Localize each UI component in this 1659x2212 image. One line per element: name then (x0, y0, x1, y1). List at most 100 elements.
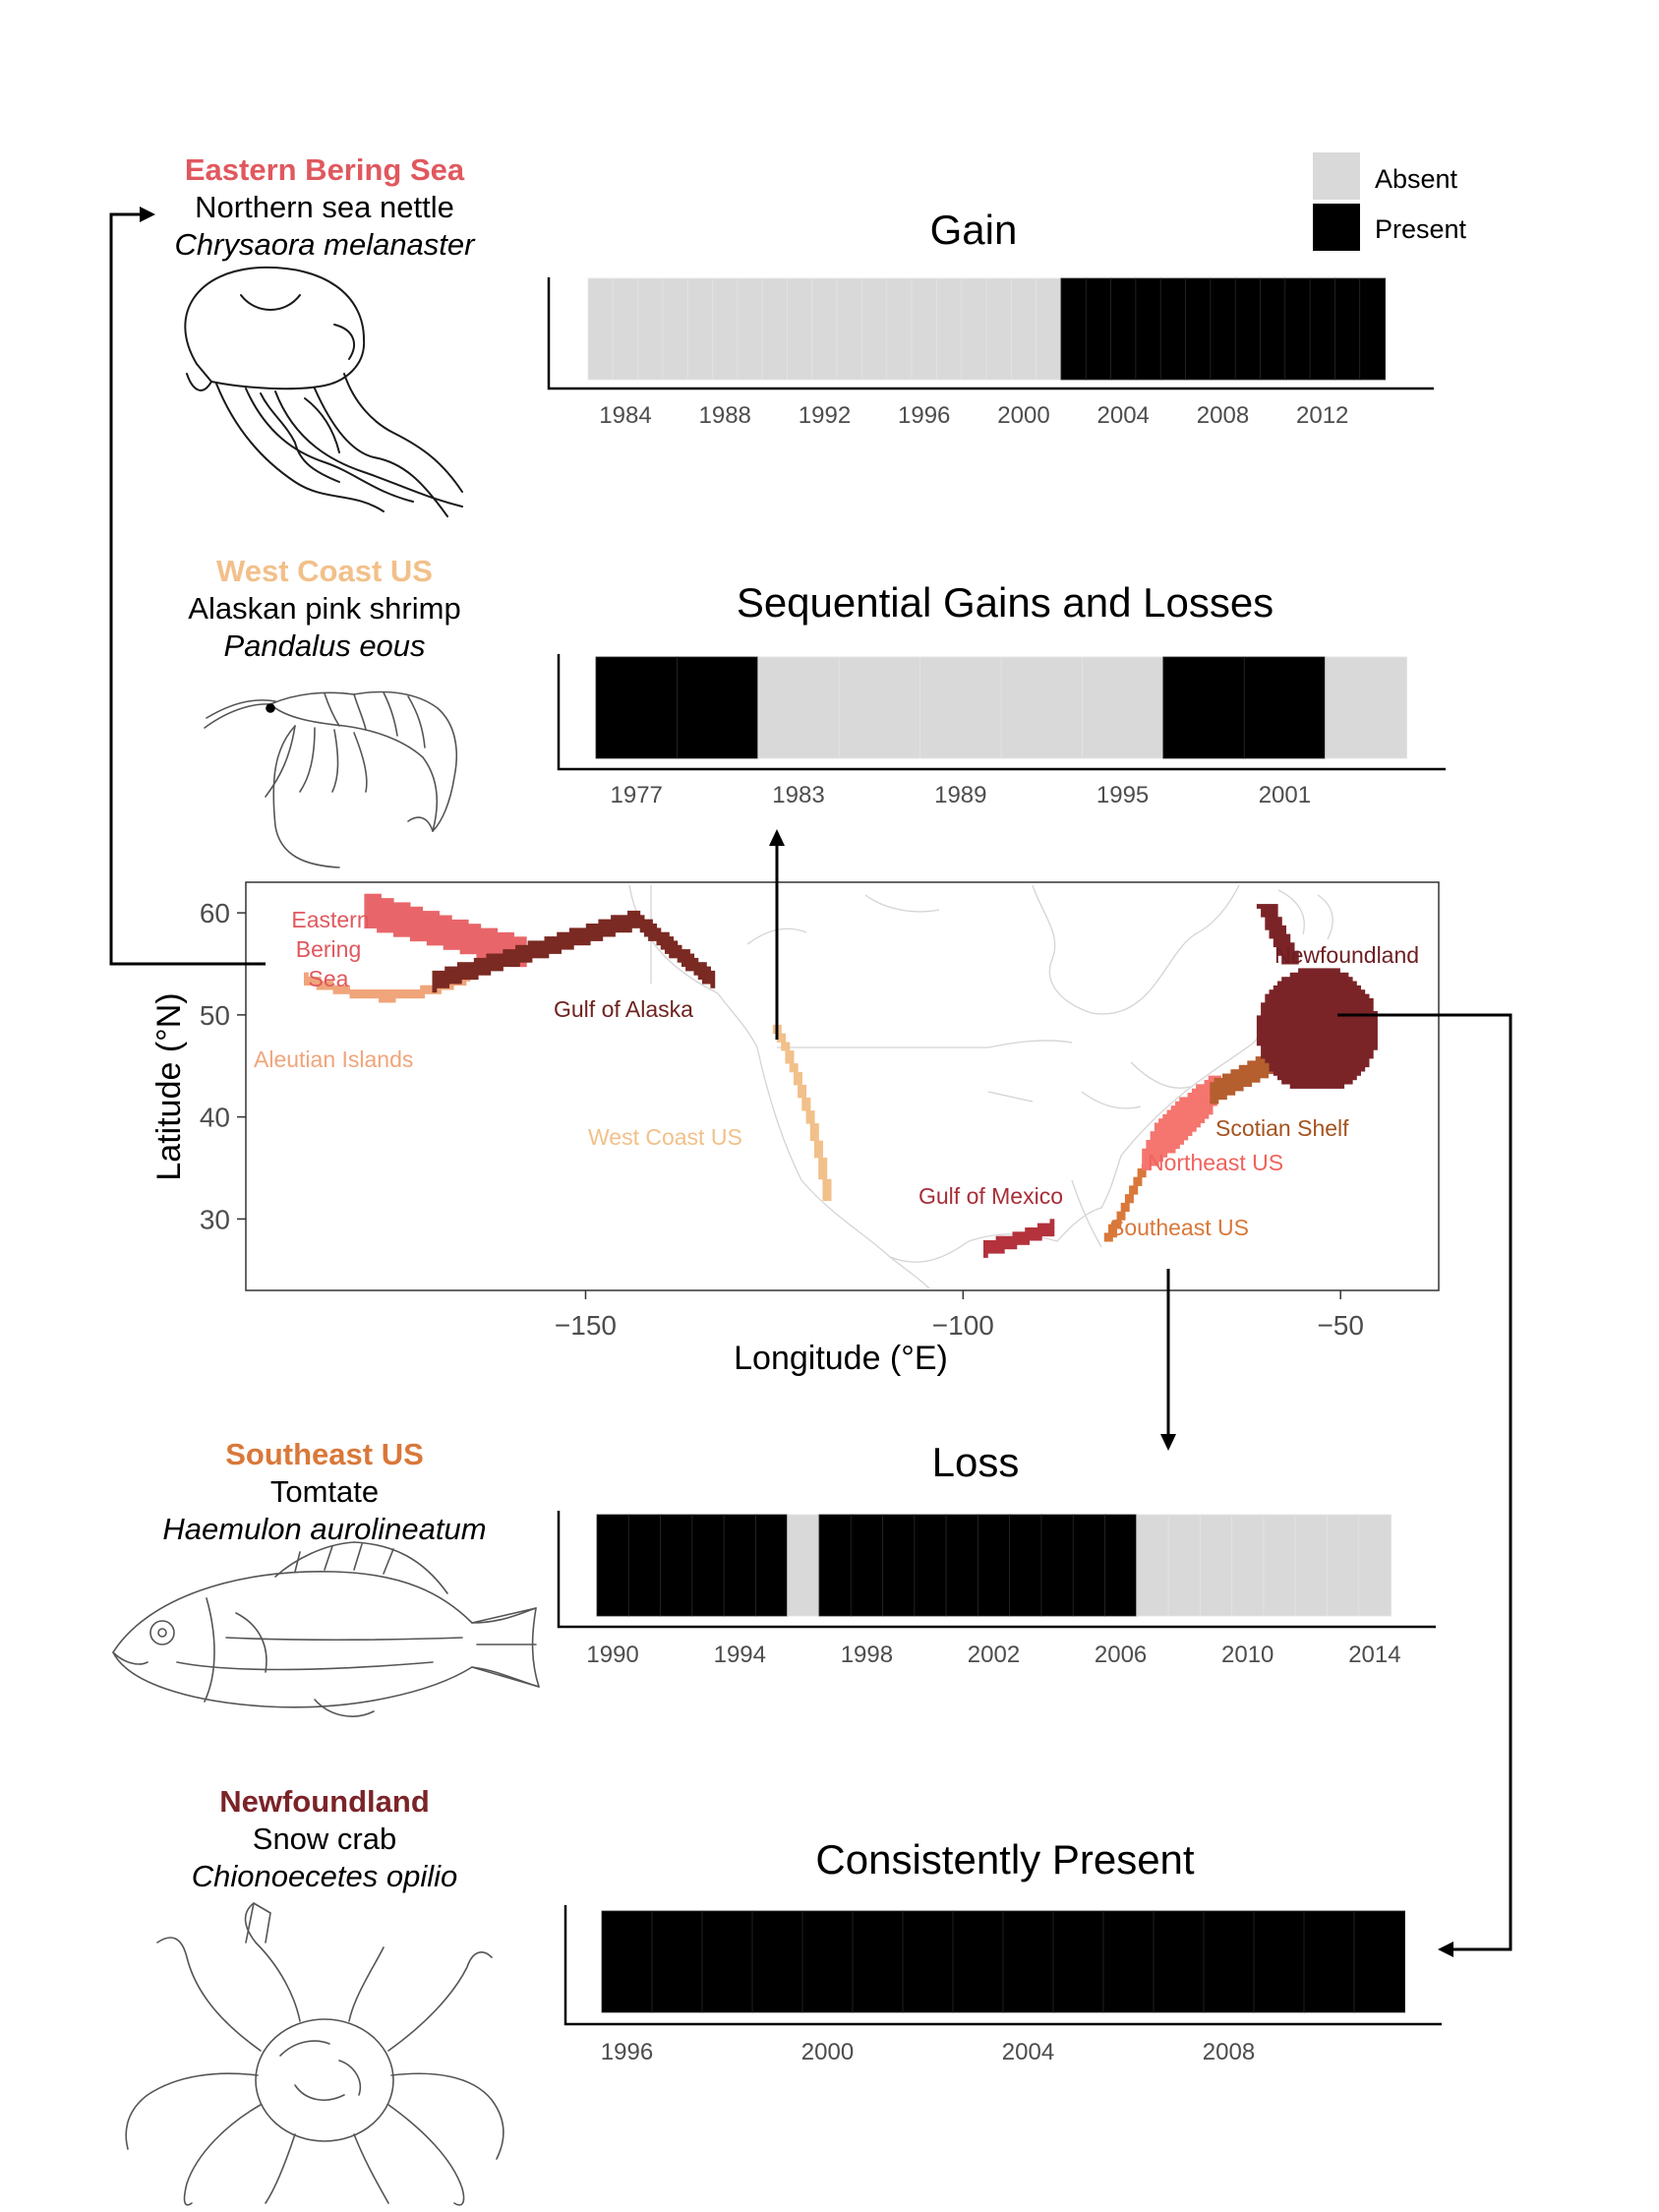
map-cell (1298, 1011, 1303, 1016)
map-cell (818, 1158, 823, 1163)
map-cell (1339, 1024, 1345, 1029)
map-cell (1347, 981, 1353, 986)
map-cell (473, 957, 479, 963)
map-cell (312, 977, 318, 982)
map-cell (431, 931, 436, 937)
map-cell (1319, 993, 1324, 999)
map-cell (388, 919, 394, 925)
map-cell (1319, 1006, 1324, 1012)
map-cell (1285, 1066, 1291, 1072)
map-cell (1230, 1073, 1236, 1079)
xtick-label-1996: 1996 (898, 402, 950, 429)
map-cell (1331, 1084, 1336, 1089)
map-cell (1183, 1135, 1189, 1141)
map-cell (1331, 997, 1336, 1003)
map-cell (1191, 1097, 1197, 1103)
map-cell (490, 966, 496, 972)
map-cell (1124, 1207, 1130, 1212)
map-cell (1289, 1028, 1295, 1034)
bar-year-2006 (1159, 277, 1187, 381)
map-cell (463, 931, 469, 937)
map-cell (1298, 1053, 1303, 1059)
map-cell (1285, 1045, 1291, 1050)
map-cell (1037, 1223, 1042, 1228)
map-cell (1141, 1168, 1147, 1173)
map-cell (1012, 1231, 1018, 1237)
map-cell (1277, 1045, 1282, 1050)
map-cell (1137, 1172, 1143, 1178)
map-cell (1315, 1032, 1320, 1038)
map-cell (987, 1240, 992, 1245)
map-cell (1256, 1041, 1262, 1046)
map-cell (1306, 1028, 1312, 1034)
map-cell (435, 940, 440, 946)
map-cell (697, 970, 703, 976)
map-cell (509, 931, 514, 937)
map-cell (435, 936, 440, 942)
map-cell (372, 902, 378, 908)
map-cell (1306, 1079, 1312, 1085)
map-cell (1281, 1028, 1286, 1034)
map-cell (459, 936, 465, 942)
map-cell (1183, 1118, 1189, 1123)
map-cell (1339, 1053, 1345, 1059)
panel-gain: Gain 1984 1988 1992 1996 2000 2004 2008 2012 (547, 207, 1434, 429)
map-cell (476, 927, 482, 933)
map-cell (461, 966, 466, 972)
map-cell (465, 975, 471, 981)
map-cell (1298, 993, 1303, 999)
map-cell (1319, 997, 1324, 1003)
map-cell (368, 915, 374, 921)
map-cell (1049, 1231, 1055, 1237)
map-cell (1306, 1053, 1312, 1059)
map-cell (826, 1196, 832, 1201)
map-cell (677, 957, 682, 963)
map-cell (1265, 993, 1271, 999)
map-cell (418, 906, 424, 912)
map-cell (388, 902, 394, 908)
map-cell (1285, 959, 1291, 965)
map-cell (1352, 989, 1357, 994)
map-cell (1269, 1049, 1274, 1054)
map-cell (1289, 1084, 1295, 1089)
map-cell (426, 915, 432, 921)
map-cell (1331, 1066, 1336, 1072)
map-cell (441, 970, 445, 976)
bar-year-1986 (662, 277, 689, 381)
map-cell (1277, 946, 1282, 952)
map-cell (611, 919, 616, 925)
map-cell (631, 919, 636, 925)
map-cell (443, 927, 448, 933)
map-cell (1285, 1015, 1291, 1021)
map-cell (1277, 1066, 1282, 1072)
map-cell (505, 945, 510, 950)
map-cell (1331, 1006, 1336, 1012)
map-cell (531, 953, 537, 959)
bar-year-2003 (952, 1910, 1004, 2013)
map-cell (1302, 1032, 1308, 1038)
map-cell (463, 945, 469, 950)
map-cell (381, 902, 386, 908)
map-cell (697, 962, 703, 967)
map-cell (1327, 1041, 1333, 1046)
map-cell (1289, 1041, 1295, 1046)
map-cell (1356, 1066, 1361, 1072)
map-cell (366, 993, 372, 999)
map-cell (1191, 1088, 1197, 1094)
map-cell (1012, 1240, 1018, 1245)
map-cell (1281, 1045, 1286, 1050)
map-cell (1310, 977, 1316, 982)
map-cell (480, 936, 486, 942)
map-cell (1339, 981, 1345, 986)
map-cell (631, 915, 636, 921)
map-cell (436, 984, 442, 988)
map-cell (1196, 1109, 1201, 1115)
map-cell (381, 906, 386, 912)
map-cell (517, 940, 523, 946)
map-cell (1360, 1024, 1366, 1029)
map-cell (461, 975, 466, 981)
map-cell (431, 911, 436, 916)
map-cell (1331, 1011, 1336, 1016)
map-cell (1343, 1024, 1349, 1029)
map-cell (1112, 1224, 1117, 1229)
